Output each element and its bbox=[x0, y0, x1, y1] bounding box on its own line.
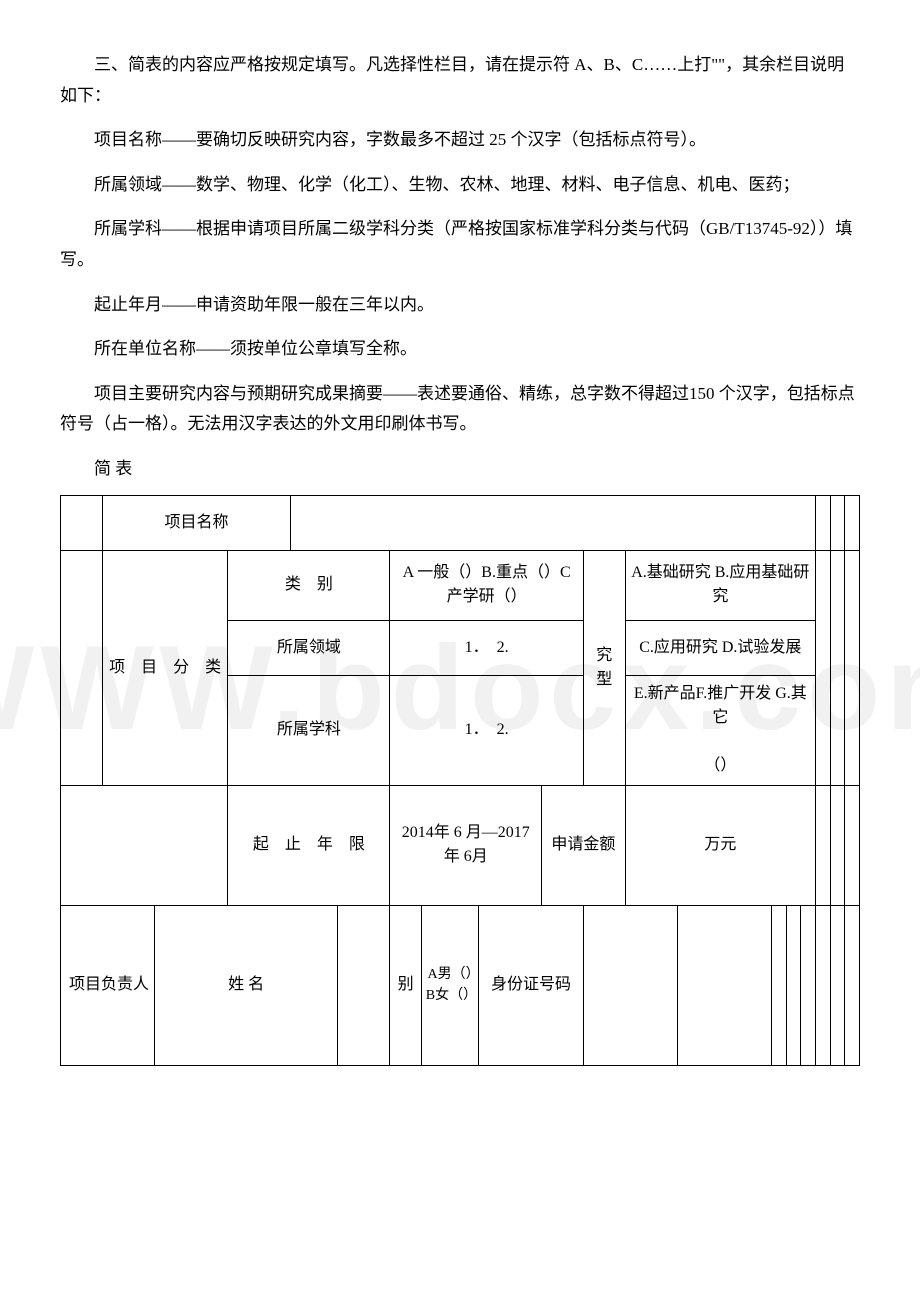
cell-narrow bbox=[815, 550, 830, 785]
value-research-b[interactable]: C.应用研究 D.试验发展 bbox=[625, 620, 815, 675]
input-name[interactable] bbox=[338, 905, 390, 1065]
value-research-a[interactable]: A.基础研究 B.应用基础研究 bbox=[625, 550, 815, 620]
label-period: 起 止 年 限 bbox=[228, 785, 390, 905]
input-id-cell[interactable] bbox=[786, 905, 801, 1065]
label-id-number: 身份证号码 bbox=[479, 905, 584, 1065]
cell-blank bbox=[61, 550, 103, 785]
value-category-options[interactable]: A 一般（）B.重点（）C 产学研（） bbox=[390, 550, 583, 620]
cell-narrow bbox=[845, 550, 860, 785]
instr-period: 起止年月——申请资助年限一般在三年以内。 bbox=[60, 290, 860, 321]
instr-subject: 所属学科——根据申请项目所属二级学科分类（严格按国家标准学科分类与代码（GB/T… bbox=[60, 214, 860, 275]
value-subject[interactable]: 1． 2. bbox=[390, 675, 583, 785]
instr-unit: 所在单位名称——须按单位公章填写全称。 bbox=[60, 334, 860, 365]
cell-blank bbox=[61, 495, 103, 550]
value-research-c[interactable]: E.新产品F.推广开发 G.其它 （） bbox=[625, 675, 815, 785]
input-id-cell[interactable] bbox=[830, 905, 845, 1065]
label-subject: 所属学科 bbox=[228, 675, 390, 785]
cell-narrow bbox=[830, 495, 845, 550]
label-name: 姓 名 bbox=[155, 905, 338, 1065]
table-title: 简 表 bbox=[60, 454, 860, 485]
instr-summary: 项目主要研究内容与预期研究成果摘要——表述要通俗、精练，总字数不得超过150 个… bbox=[60, 379, 860, 440]
cell-blank bbox=[61, 785, 228, 905]
label-leader: 项目负责人 bbox=[61, 905, 155, 1065]
label-project-category: 项 目 分 类 bbox=[102, 550, 227, 785]
input-project-name[interactable] bbox=[291, 495, 816, 550]
label-category: 类 别 bbox=[228, 550, 390, 620]
value-field[interactable]: 1． 2. bbox=[390, 620, 583, 675]
input-id-cell[interactable] bbox=[772, 905, 787, 1065]
input-id[interactable] bbox=[583, 905, 677, 1065]
instruction-3: 三、简表的内容应严格按规定填写。凡选择性栏目，请在提示符 A、B、C……上打""… bbox=[60, 50, 860, 111]
input-id-cell[interactable] bbox=[815, 905, 830, 1065]
cell-narrow bbox=[815, 785, 830, 905]
input-id-cell[interactable] bbox=[845, 905, 860, 1065]
input-id-cell[interactable] bbox=[677, 905, 771, 1065]
label-field: 所属领域 bbox=[228, 620, 390, 675]
cell-narrow bbox=[815, 495, 830, 550]
value-amount[interactable]: 万元 bbox=[625, 785, 815, 905]
cell-narrow bbox=[830, 785, 845, 905]
label-gender: 别 bbox=[390, 905, 421, 1065]
instr-project-name: 项目名称——要确切反映研究内容，字数最多不超过 25 个汉字（包括标点符号）。 bbox=[60, 125, 860, 156]
label-project-name: 项目名称 bbox=[102, 495, 290, 550]
application-table: 项目名称 项 目 分 类 类 别 A 一般（）B.重点（）C 产学研（） 究 型… bbox=[60, 495, 860, 1066]
label-research-type: 究 型 bbox=[583, 550, 625, 785]
cell-narrow bbox=[830, 550, 845, 785]
label-amount: 申请金额 bbox=[542, 785, 626, 905]
cell-narrow bbox=[845, 495, 860, 550]
input-id-cell[interactable] bbox=[801, 905, 816, 1065]
value-period[interactable]: 2014年 6 月—2017 年 6月 bbox=[390, 785, 542, 905]
value-gender[interactable]: A男（）B女（） bbox=[421, 905, 479, 1065]
instr-field: 所属领域——数学、物理、化学（化工）、生物、农林、地理、材料、电子信息、机电、医… bbox=[60, 170, 860, 201]
cell-narrow bbox=[845, 785, 860, 905]
